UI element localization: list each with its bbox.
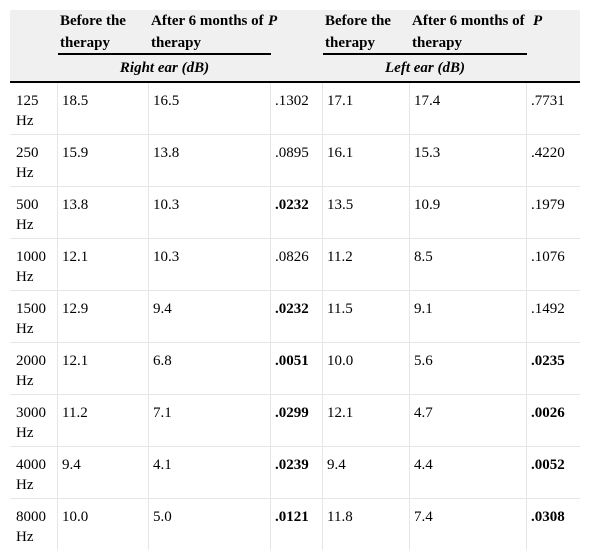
right-before-cell: 12.1 xyxy=(58,239,149,291)
left-p-cell: .4220 xyxy=(527,135,580,187)
right-after-cell: 16.5 xyxy=(149,83,271,135)
left-before-cell: 17.1 xyxy=(323,83,410,135)
frequency-cell: 1500 Hz xyxy=(10,291,58,343)
table-row: 500 Hz 13.8 10.3.0232 13.5 10.9.1979 xyxy=(10,187,580,239)
table-row: 1000 Hz 12.1 10.3.0826 11.2 8.5.1076 xyxy=(10,239,580,291)
left-before-cell: 11.5 xyxy=(323,291,410,343)
table-row: 4000 Hz 9.4 4.1.0239 9.4 4.4.0052 xyxy=(10,447,580,499)
right-p-cell: .0232 xyxy=(271,291,323,343)
left-p-cell: .0026 xyxy=(527,395,580,447)
header-right-p: P xyxy=(268,10,323,55)
left-p-cell: .0308 xyxy=(531,509,565,525)
right-after-cell: 9.4 xyxy=(149,291,271,343)
right-after-cell: 13.8 xyxy=(149,135,271,187)
header-group-blank xyxy=(10,55,58,83)
results-table-container: Before the therapy After 6 months of the… xyxy=(10,10,580,550)
frequency-cell: 2000 Hz xyxy=(10,343,58,395)
header-right-before: Before the therapy xyxy=(58,10,149,55)
right-p-cell: .0232 xyxy=(271,187,323,239)
left-after-cell: 4.7 xyxy=(410,395,527,447)
header-left-before-label: Before the therapy xyxy=(323,10,410,55)
table-row: 2000 Hz 12.1 6.8.0051 10.0 5.6.0235 xyxy=(10,343,580,395)
right-before-cell: 15.9 xyxy=(58,135,149,187)
left-before-cell: 16.1 xyxy=(323,135,410,187)
frequency-cell: 8000 Hz xyxy=(10,499,58,550)
header-right-ear: Right ear (dB) xyxy=(58,55,271,83)
frequency-cell: 1000 Hz xyxy=(10,239,58,291)
left-p-cell: .1076 xyxy=(527,239,580,291)
header-freq-blank xyxy=(10,10,58,55)
left-after-cell: 8.5 xyxy=(410,239,527,291)
frequency-cell: 500 Hz xyxy=(10,187,58,239)
table-body: 125 Hz 18.5 16.5.1302 17.1 17.4.7731 250 Hz 15… xyxy=(10,83,580,550)
table-row: 125 Hz 18.5 16.5.1302 17.1 17.4.7731 xyxy=(10,83,580,135)
header-group-blank-2 xyxy=(271,55,323,83)
right-after-cell: 6.8 xyxy=(149,343,271,395)
left-after-cell: 15.3 xyxy=(410,135,527,187)
table-row: 1500 Hz 12.9 9.4.0232 11.5 9.1.1492 xyxy=(10,291,580,343)
frequency-cell: 4000 Hz xyxy=(10,447,58,499)
left-after-cell: 5.6 xyxy=(410,343,527,395)
hearing-threshold-table: Before the therapy After 6 months of the… xyxy=(10,10,580,550)
header-group-blank-3 xyxy=(527,55,580,83)
right-p-cell: .0239 xyxy=(271,447,323,499)
table-row: 8000 Hz 10.0 5.0.0121 11.8 7.4.0308 xyxy=(10,499,580,550)
left-p-cell: .7731 xyxy=(527,83,580,135)
right-p-cell: .0051 xyxy=(271,343,323,395)
left-after-cell: 17.4 xyxy=(410,83,527,135)
header-left-p: P xyxy=(527,10,580,55)
left-after-cell: 4.4 xyxy=(410,447,527,499)
right-after-cell: 10.3 xyxy=(149,239,271,291)
left-p-cell: .1979 xyxy=(527,187,580,239)
left-before-cell: 9.4 xyxy=(323,447,410,499)
header-right-before-label: Before the therapy xyxy=(58,10,149,55)
frequency-cell: 125 Hz xyxy=(10,83,58,135)
left-p-cell: .0052 xyxy=(527,447,580,499)
right-before-cell: 12.1 xyxy=(58,343,149,395)
right-p-cell: .0121 xyxy=(271,499,323,550)
left-before-cell: 10.0 xyxy=(323,343,410,395)
right-after-cell: 10.3 xyxy=(149,187,271,239)
left-after-cell: 9.1 xyxy=(410,291,527,343)
header-left-p-label: P xyxy=(533,13,543,29)
header-right-after: After 6 months of therapy xyxy=(149,10,271,55)
header-left-ear: Left ear (dB) xyxy=(323,55,527,83)
right-before-cell: 10.0 xyxy=(58,499,149,550)
right-after-cell: 7.1 xyxy=(149,395,271,447)
left-before-cell: 11.8 xyxy=(323,499,410,550)
left-after-cell: 7.4 xyxy=(410,499,527,550)
header-left-before: Before the therapy xyxy=(323,10,410,55)
header-right-p-label: P xyxy=(268,13,278,29)
header-group-row: Right ear (dB) Left ear (dB) xyxy=(10,55,580,83)
left-p-cell: .0235 xyxy=(527,343,580,395)
table-row: 250 Hz 15.9 13.8.0895 16.1 15.3.4220 xyxy=(10,135,580,187)
left-before-cell: 11.2 xyxy=(323,239,410,291)
header-right-after-label: After 6 months of therapy xyxy=(149,10,271,55)
right-p-cell: .1302 xyxy=(271,83,323,135)
left-before-cell: 12.1 xyxy=(323,395,410,447)
right-after-cell: 4.1 xyxy=(149,447,271,499)
frequency-cell: 3000 Hz xyxy=(10,395,58,447)
right-before-cell: 11.2 xyxy=(58,395,149,447)
frequency-cell: 250 Hz xyxy=(10,135,58,187)
right-p-cell: .0299 xyxy=(271,395,323,447)
right-before-cell: 18.5 xyxy=(58,83,149,135)
left-after-cell: 10.9 xyxy=(410,187,527,239)
left-before-cell: 13.5 xyxy=(323,187,410,239)
table-row: 3000 Hz 11.2 7.1.0299 12.1 4.7.0026 xyxy=(10,395,580,447)
header-left-after: After 6 months of therapy xyxy=(410,10,527,55)
right-before-cell: 12.9 xyxy=(58,291,149,343)
right-p-cell: .0826 xyxy=(271,239,323,291)
right-after-cell: 5.0 xyxy=(149,499,271,550)
left-p-cell: .1492 xyxy=(527,291,580,343)
right-before-cell: 9.4 xyxy=(58,447,149,499)
right-before-cell: 13.8 xyxy=(58,187,149,239)
header-row: Before the therapy After 6 months of the… xyxy=(10,10,580,55)
header-left-after-label: After 6 months of therapy xyxy=(410,10,527,55)
right-p-cell: .0895 xyxy=(271,135,323,187)
